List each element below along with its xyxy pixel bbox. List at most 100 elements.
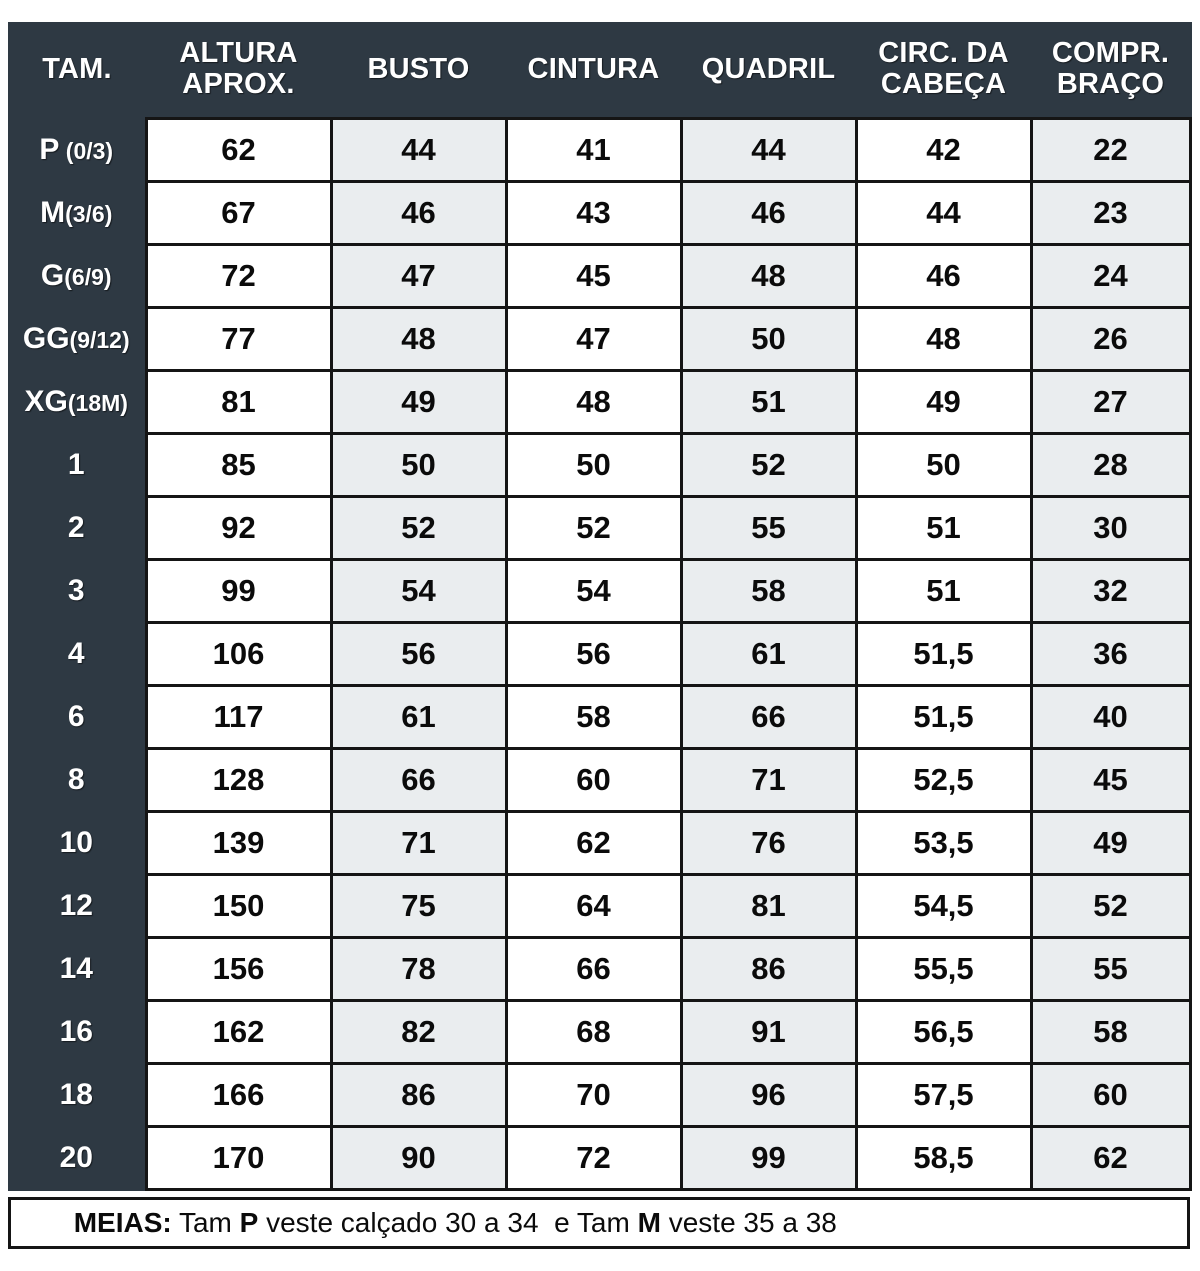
table-header: TAM. ALTURA APROX. BUSTO CINTURA QUADRIL… xyxy=(8,22,1190,118)
cell-braco: 27 xyxy=(1029,368,1192,435)
cell-cabeca: 48 xyxy=(854,305,1031,372)
cell-cabeca: 50 xyxy=(854,431,1031,498)
row-size-name: 16 xyxy=(59,1014,93,1048)
column-header-compr-braco: COMPR. BRAÇO xyxy=(1031,22,1190,118)
socks-note: MEIAS: Tam P veste calçado 30 a 34 e Tam… xyxy=(8,1196,1190,1249)
cell-busto: 75 xyxy=(329,872,506,939)
column-header-altura-line2: APROX. xyxy=(182,68,295,101)
cell-cintura: 43 xyxy=(504,179,681,246)
cell-quadril: 50 xyxy=(679,305,856,372)
size-chart-page: TAM. ALTURA APROX. BUSTO CINTURA QUADRIL… xyxy=(8,22,1192,1249)
cell-braco: 36 xyxy=(1029,620,1192,687)
row-size-name: M xyxy=(40,195,66,229)
cell-cabeca: 49 xyxy=(854,368,1031,435)
row-size-label: 14 xyxy=(8,937,146,1000)
cell-altura: 62 xyxy=(144,116,331,183)
cell-quadril: 58 xyxy=(679,557,856,624)
cell-cintura: 70 xyxy=(504,1061,681,1128)
cell-altura: 117 xyxy=(144,683,331,750)
cell-quadril: 86 xyxy=(679,935,856,1002)
cell-altura: 128 xyxy=(144,746,331,813)
cell-altura: 67 xyxy=(144,179,331,246)
table-row: P (0/3) 62 44 41 44 42 22 xyxy=(8,116,1192,183)
cell-cintura: 68 xyxy=(504,998,681,1065)
column-header-compr-braco-line1: COMPR. xyxy=(1051,36,1170,69)
column-header-cintura: CINTURA xyxy=(506,22,681,118)
cell-cabeca: 58,5 xyxy=(854,1124,1031,1191)
cell-quadril: 66 xyxy=(679,683,856,750)
cell-braco: 62 xyxy=(1029,1124,1192,1191)
cell-quadril: 51 xyxy=(679,368,856,435)
cell-quadril: 76 xyxy=(679,809,856,876)
cell-busto: 52 xyxy=(329,494,506,561)
cell-cabeca: 55,5 xyxy=(854,935,1031,1002)
row-size-label: 8 xyxy=(8,748,146,811)
cell-cabeca: 52,5 xyxy=(854,746,1031,813)
cell-busto: 71 xyxy=(329,809,506,876)
cell-busto: 54 xyxy=(329,557,506,624)
row-size-name: 3 xyxy=(67,573,85,607)
row-size-name: 10 xyxy=(59,825,93,859)
row-size-name: 14 xyxy=(59,951,93,985)
row-size-label: 4 xyxy=(8,622,146,685)
table-row: GG(9/12) 77 48 47 50 48 26 xyxy=(8,305,1192,372)
cell-altura: 170 xyxy=(144,1124,331,1191)
cell-cintura: 54 xyxy=(504,557,681,624)
table-row: 8 128 66 60 71 52,5 45 xyxy=(8,746,1192,813)
cell-braco: 22 xyxy=(1029,116,1192,183)
cell-braco: 26 xyxy=(1029,305,1192,372)
row-size-name: 20 xyxy=(59,1140,93,1174)
table-row: 6 117 61 58 66 51,5 40 xyxy=(8,683,1192,750)
cell-cabeca: 53,5 xyxy=(854,809,1031,876)
cell-altura: 106 xyxy=(144,620,331,687)
cell-cintura: 56 xyxy=(504,620,681,687)
table-row: 2 92 52 52 55 51 30 xyxy=(8,494,1192,561)
row-size-age: (3/6) xyxy=(65,200,113,227)
cell-cabeca: 51,5 xyxy=(854,683,1031,750)
column-header-cintura-line1: CINTURA xyxy=(527,52,660,85)
cell-quadril: 61 xyxy=(679,620,856,687)
cell-altura: 156 xyxy=(144,935,331,1002)
cell-braco: 30 xyxy=(1029,494,1192,561)
socks-note-part3: veste 35 a 38 xyxy=(660,1206,837,1238)
row-size-age: (6/9) xyxy=(64,263,112,290)
column-header-quadril: QUADRIL xyxy=(681,22,856,118)
cell-busto: 47 xyxy=(329,242,506,309)
table-row: 12 150 75 64 81 54,5 52 xyxy=(8,872,1192,939)
cell-cabeca: 42 xyxy=(854,116,1031,183)
socks-note-text: MEIAS: Tam P veste calçado 30 a 34 e Tam… xyxy=(27,1175,837,1271)
row-size-label: G(6/9) xyxy=(8,244,146,307)
cell-quadril: 81 xyxy=(679,872,856,939)
socks-note-label: MEIAS: xyxy=(73,1206,172,1238)
cell-cabeca: 54,5 xyxy=(854,872,1031,939)
cell-braco: 49 xyxy=(1029,809,1192,876)
row-size-label: 20 xyxy=(8,1126,146,1189)
column-header-busto-line1: BUSTO xyxy=(367,52,470,85)
cell-busto: 82 xyxy=(329,998,506,1065)
row-size-label: 1 xyxy=(8,433,146,496)
column-header-circ-cabeca-line2: CABEÇA xyxy=(880,68,1007,101)
cell-busto: 46 xyxy=(329,179,506,246)
row-size-label: 2 xyxy=(8,496,146,559)
row-size-name: G xyxy=(40,258,65,292)
table-row: XG(18M) 81 49 48 51 49 27 xyxy=(8,368,1192,435)
table-row: 4 106 56 56 61 51,5 36 xyxy=(8,620,1192,687)
cell-braco: 28 xyxy=(1029,431,1192,498)
column-header-compr-braco-line2: BRAÇO xyxy=(1056,68,1165,101)
cell-quadril: 44 xyxy=(679,116,856,183)
cell-altura: 81 xyxy=(144,368,331,435)
cell-altura: 139 xyxy=(144,809,331,876)
cell-cintura: 41 xyxy=(504,116,681,183)
row-size-name: 1 xyxy=(67,447,85,481)
cell-cintura: 47 xyxy=(504,305,681,372)
table-row: 14 156 78 66 86 55,5 55 xyxy=(8,935,1192,1002)
table-row: 10 139 71 62 76 53,5 49 xyxy=(8,809,1192,876)
cell-busto: 90 xyxy=(329,1124,506,1191)
row-size-name: 6 xyxy=(67,699,85,733)
cell-cabeca: 51 xyxy=(854,557,1031,624)
cell-altura: 85 xyxy=(144,431,331,498)
cell-busto: 56 xyxy=(329,620,506,687)
cell-altura: 92 xyxy=(144,494,331,561)
table-body: P (0/3) 62 44 41 44 42 22 M(3/6) 67 46 43 46 44 23 G(6… xyxy=(8,116,1192,1191)
row-size-label: 16 xyxy=(8,1000,146,1063)
